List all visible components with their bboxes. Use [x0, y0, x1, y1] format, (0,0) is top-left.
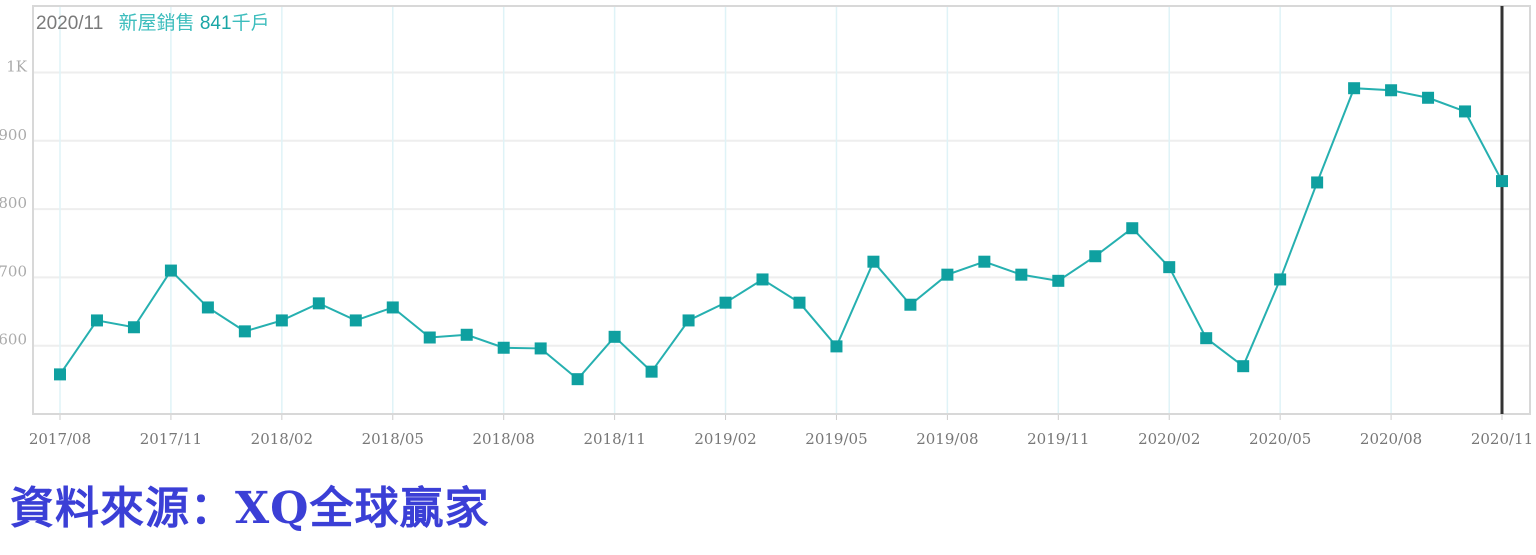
data-point-marker: [682, 314, 695, 327]
x-tick-label: 2018/02: [251, 430, 313, 448]
data-point-marker: [497, 341, 510, 354]
data-point-marker: [90, 314, 103, 327]
data-point-marker: [645, 365, 658, 378]
header-value: 841: [199, 13, 232, 34]
y-tick-label: 600: [0, 331, 27, 349]
x-tick-label: 2017/08: [29, 430, 91, 448]
data-point-marker: [201, 301, 214, 314]
y-tick-label: 700: [0, 262, 27, 280]
data-point-marker: [1496, 175, 1508, 188]
x-tick-label: 2020/05: [1249, 430, 1311, 448]
data-point-marker: [1348, 82, 1361, 95]
y-tick-label: 1K: [6, 58, 28, 76]
data-point-marker: [1311, 176, 1324, 189]
data-point-marker: [349, 314, 362, 327]
x-tick-label: 2019/08: [916, 430, 978, 448]
source-note: 資料來源：XQ全球贏家: [10, 483, 490, 534]
x-tick-label: 2020/08: [1360, 430, 1422, 448]
data-point-marker: [1274, 273, 1287, 286]
data-point-marker: [719, 296, 732, 309]
x-tick-label: 2018/05: [362, 430, 424, 448]
header-unit: 千戶: [231, 13, 270, 34]
data-point-marker: [941, 268, 954, 281]
data-point-marker: [1200, 332, 1213, 345]
data-point-marker: [460, 328, 473, 341]
data-point-marker: [793, 296, 806, 309]
data-point-marker: [1163, 261, 1176, 274]
x-tick-label: 2018/11: [583, 430, 645, 448]
data-point-marker: [386, 301, 399, 314]
x-tick-label: 2018/08: [473, 430, 535, 448]
y-tick-label: 900: [0, 126, 27, 144]
data-point-marker: [164, 264, 177, 277]
data-point-marker: [423, 331, 436, 344]
y-tick-label: 800: [0, 194, 27, 212]
series-line: [59, 87, 1503, 381]
x-tick-label: 2019/05: [805, 430, 867, 448]
data-point-marker: [978, 255, 991, 268]
data-point-marker: [830, 340, 843, 353]
data-point-marker: [1015, 268, 1028, 281]
data-point-marker: [571, 373, 584, 386]
chart-header: 2020/11 新屋銷售 841千戶: [36, 8, 270, 35]
data-point-marker: [867, 255, 880, 268]
data-point-marker: [1126, 222, 1139, 235]
data-point-marker: [534, 342, 547, 355]
header-series-label: 新屋銷售: [118, 13, 195, 34]
data-point-marker: [1422, 91, 1435, 104]
data-point-marker: [1237, 360, 1250, 373]
data-point-marker: [312, 297, 325, 310]
line-chart: 600 700 800 900 1K 2017/08 2017/11 2018/02 2018/…: [0, 5, 1533, 448]
data-point-marker: [54, 368, 66, 381]
plot-frame: [32, 5, 1531, 415]
x-tick-label: 2019/11: [1027, 430, 1089, 448]
data-point-marker: [1459, 105, 1472, 118]
x-tick-label: 2020/11: [1471, 430, 1533, 448]
data-point-marker: [1385, 84, 1398, 97]
data-point-marker: [904, 298, 917, 311]
data-point-marker: [127, 321, 140, 334]
data-point-marker: [238, 325, 251, 338]
header-date: 2020/11: [36, 13, 104, 34]
x-tick-label: 2019/02: [694, 430, 756, 448]
data-point-marker: [1089, 250, 1102, 263]
data-point-marker: [275, 314, 288, 327]
x-tick-label: 2020/02: [1138, 430, 1200, 448]
data-point-marker: [1052, 274, 1065, 287]
data-point-marker: [756, 273, 769, 286]
data-point-marker: [608, 330, 621, 343]
x-tick-label: 2017/11: [140, 430, 202, 448]
